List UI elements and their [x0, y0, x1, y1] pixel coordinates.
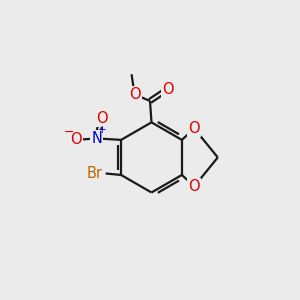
Text: O: O: [188, 179, 200, 194]
Text: O: O: [70, 132, 82, 147]
Text: O: O: [96, 111, 108, 126]
Text: O: O: [129, 87, 140, 102]
Text: +: +: [98, 125, 107, 135]
Text: O: O: [188, 121, 200, 136]
Text: O: O: [162, 82, 174, 97]
Text: N: N: [91, 131, 102, 146]
Text: Br: Br: [86, 166, 102, 181]
Text: −: −: [63, 126, 74, 139]
